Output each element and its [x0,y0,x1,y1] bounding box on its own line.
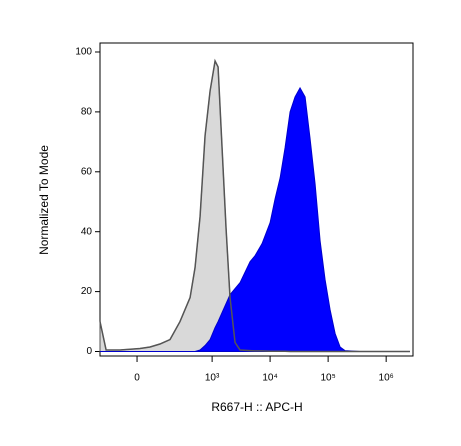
y-tick-label: 40 [81,226,93,237]
x-tick-label: 10⁴ [262,373,277,384]
y-tick-label: 20 [81,286,93,297]
y-axis-label: Normalized To Mode [37,145,51,255]
x-axis-label: R667-H :: APC-H [211,400,302,414]
histogram-area [100,86,410,353]
y-tick-label: 100 [75,47,92,58]
x-tick-label: 10⁶ [379,373,394,384]
histogram-outline [99,58,410,353]
y-tick-label: 0 [86,346,92,357]
y-tick-label: 60 [81,166,93,177]
y-tick-label: 80 [81,107,93,118]
x-tick-label: 10³ [205,373,220,384]
x-tick-label: 10⁵ [320,373,335,384]
x-tick-label: 0 [134,373,140,384]
